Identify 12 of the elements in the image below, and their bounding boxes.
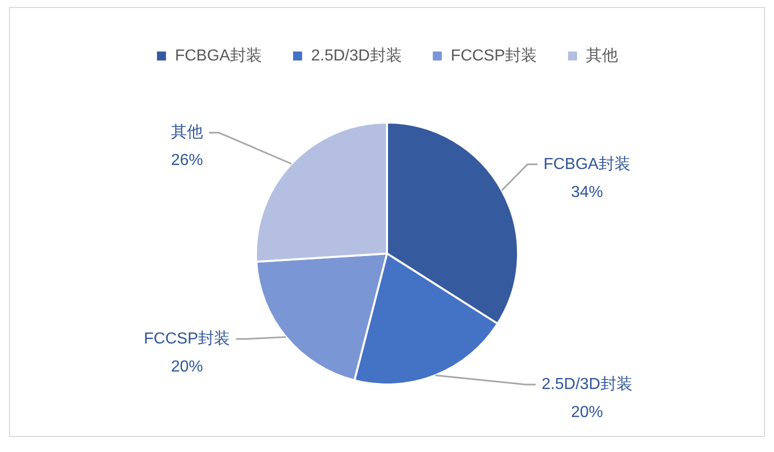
legend-label: 其他 <box>586 46 618 64</box>
legend-label: FCBGA封装 <box>174 46 262 64</box>
data-label: 34% <box>570 184 604 201</box>
data-label: 20% <box>170 358 204 376</box>
slice-label: 其他 <box>171 123 203 142</box>
legend-label: 2.5D/3D封装 <box>311 46 402 64</box>
data-label: 20% <box>570 404 604 421</box>
data-label: 26% <box>170 152 204 170</box>
slice-label: FCBGA封装 <box>543 154 631 173</box>
slice-label: FCCSP封装 <box>144 329 230 348</box>
slice-label: 2.5D/3D封装 <box>542 374 632 393</box>
legend-label: FCCSP封装 <box>450 46 538 64</box>
